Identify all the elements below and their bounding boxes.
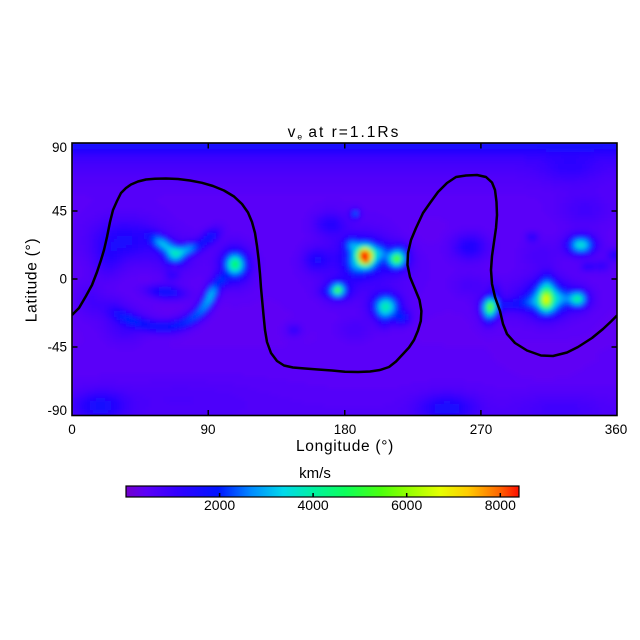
svg-text:6000: 6000 — [391, 497, 422, 513]
svg-text:360: 360 — [605, 422, 628, 437]
svg-text:ve at r=1.1Rs: ve at r=1.1Rs — [288, 124, 401, 142]
svg-text:-45: -45 — [47, 340, 67, 355]
svg-text:2000: 2000 — [204, 497, 235, 513]
svg-text:Latitude (°): Latitude (°) — [24, 238, 41, 322]
svg-text:km/s: km/s — [299, 465, 331, 482]
svg-text:270: 270 — [470, 422, 493, 437]
svg-text:Longitude (°): Longitude (°) — [296, 438, 394, 455]
svg-text:4000: 4000 — [298, 497, 329, 513]
svg-text:90: 90 — [200, 422, 215, 437]
svg-text:0: 0 — [59, 272, 67, 287]
svg-text:-90: -90 — [47, 403, 67, 418]
svg-text:45: 45 — [52, 204, 67, 219]
svg-text:0: 0 — [68, 422, 76, 437]
svg-text:8000: 8000 — [485, 497, 516, 513]
svg-text:90: 90 — [52, 140, 67, 155]
svg-text:180: 180 — [334, 422, 357, 437]
